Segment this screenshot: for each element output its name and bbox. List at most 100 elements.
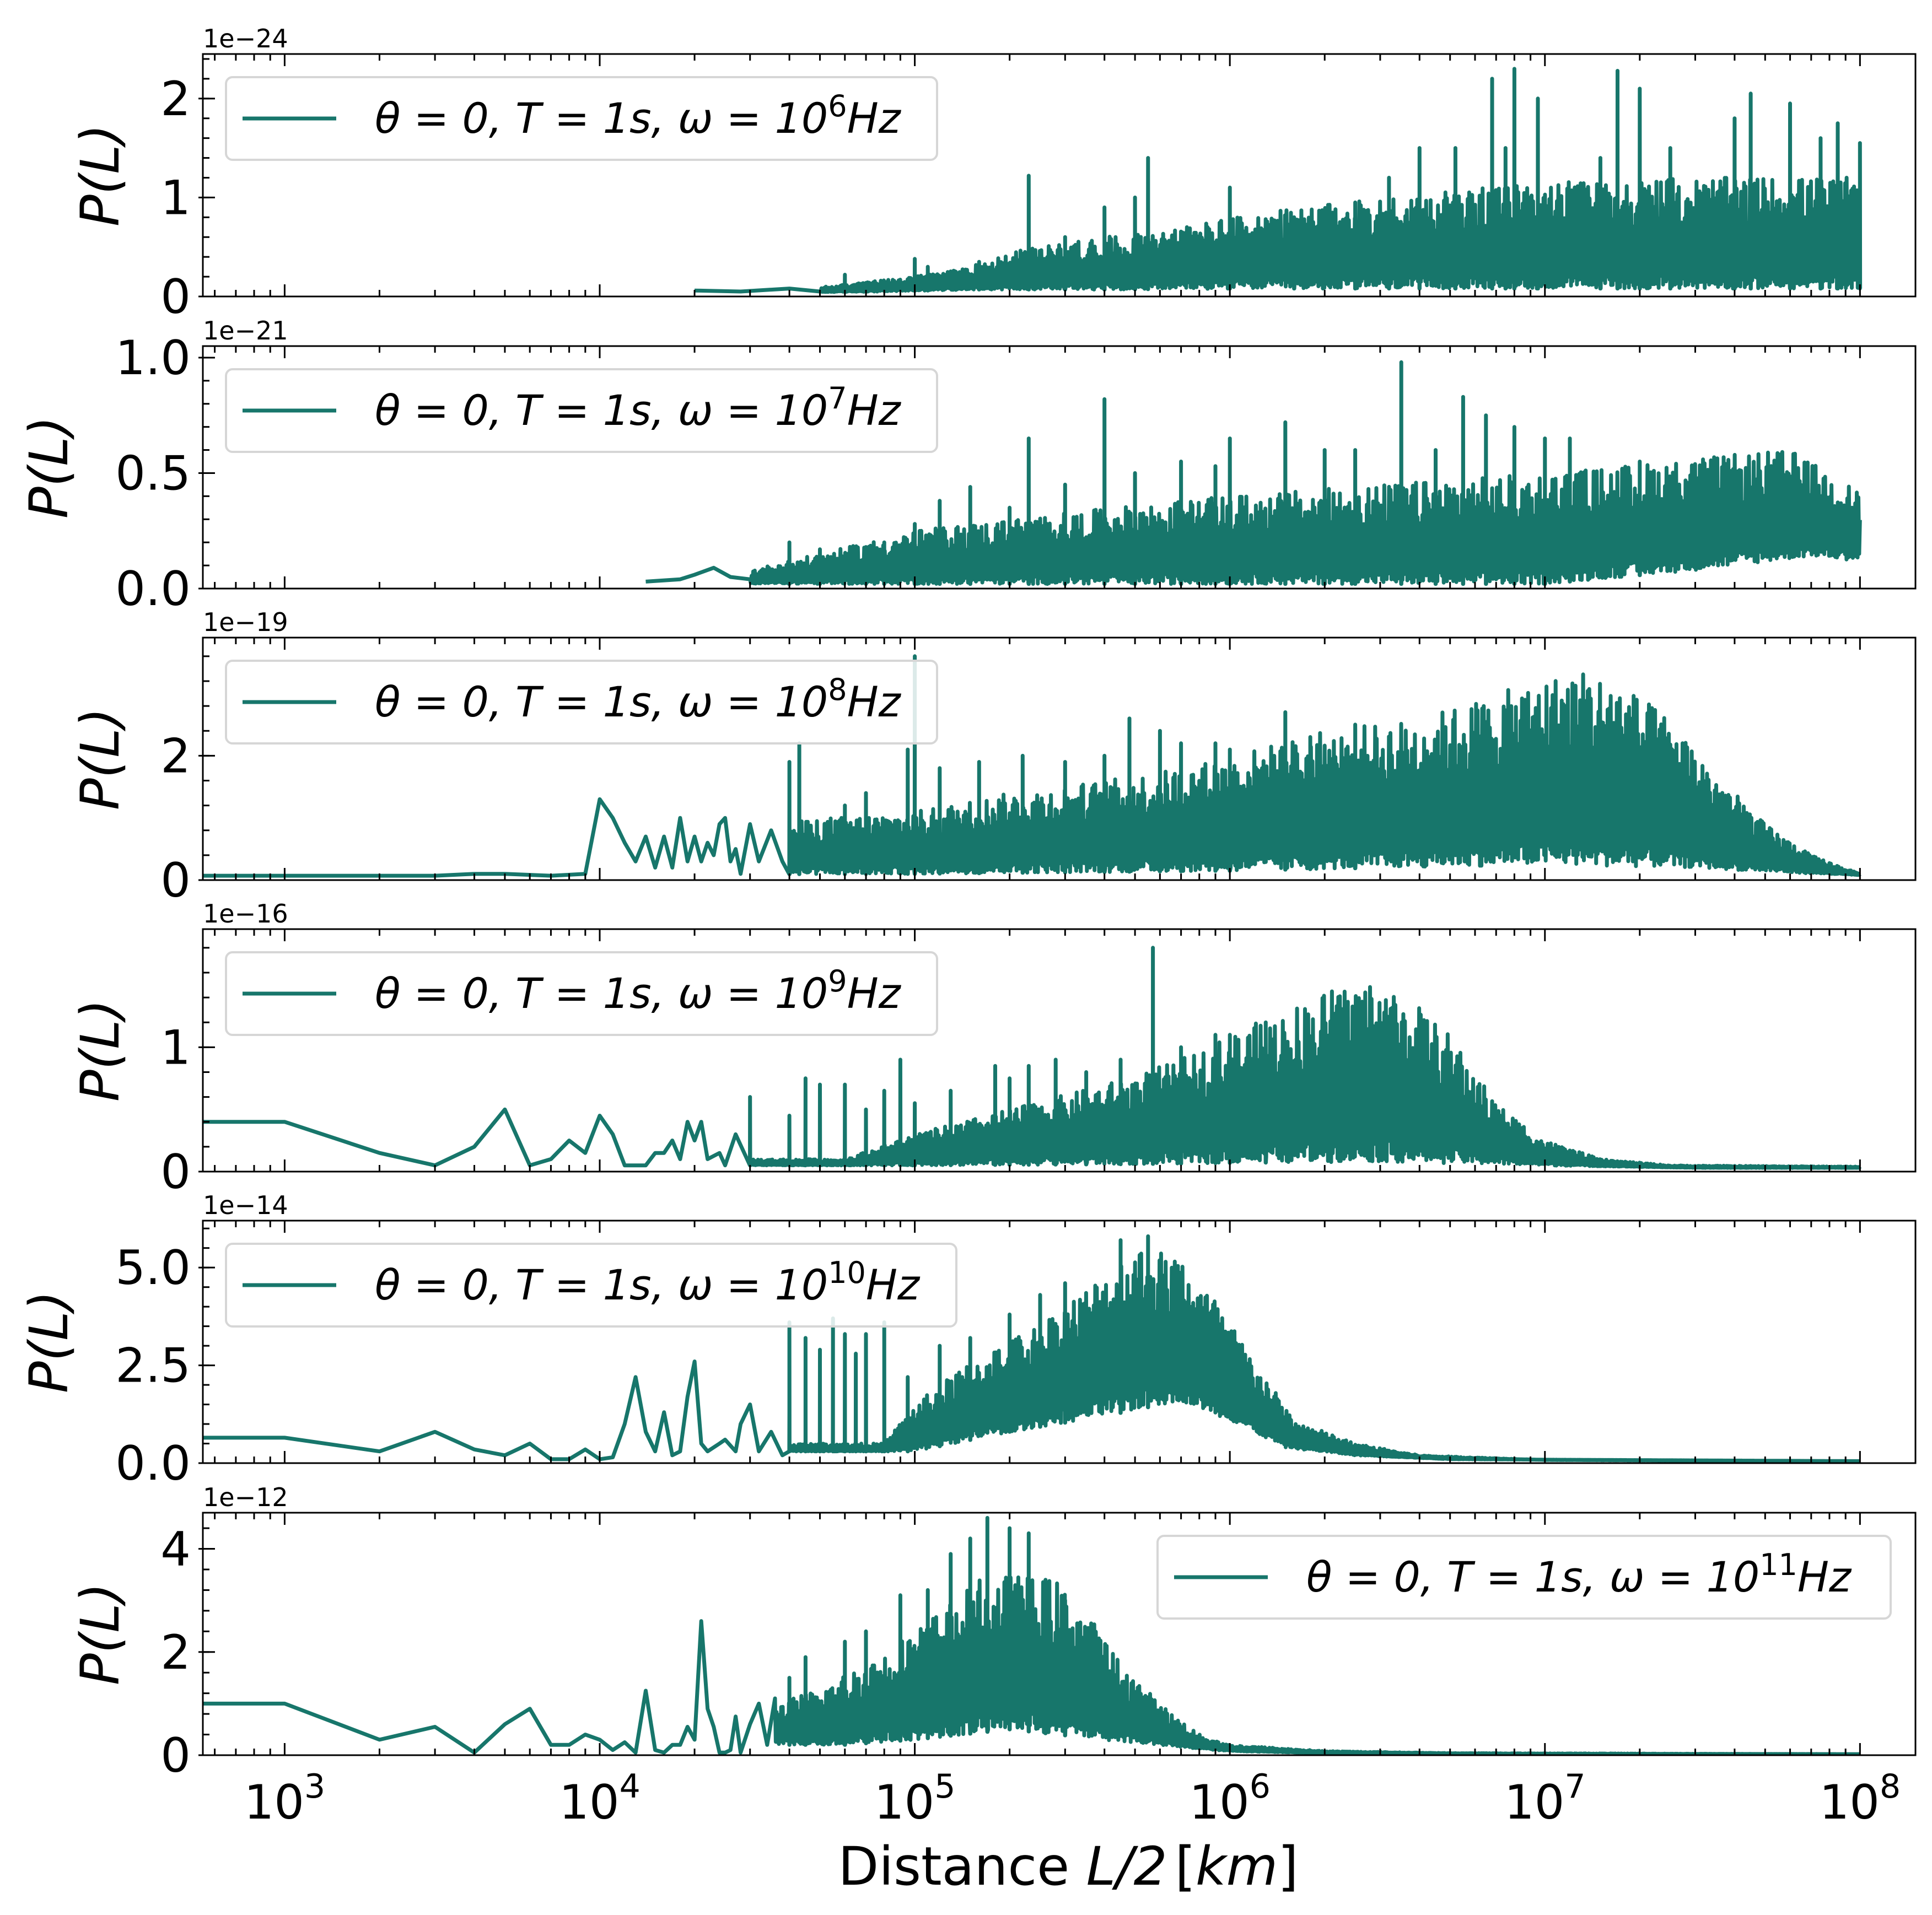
x-tick-exponent: 3 (304, 1767, 325, 1806)
panel-frame (202, 636, 1917, 881)
x-axis-label: Distance L/2 [km] (838, 1836, 1298, 1897)
legend-label: θ = 0, T = 1s, ω = 108Hz (375, 672, 902, 726)
panel-4: 0 1 1e−16 P(L) θ = 0, T = 1s, ω = 109Hz (69, 899, 1917, 1200)
legend-label-exponent: 9 (828, 964, 847, 999)
legend-label-prefix: θ = 0, T = 1s, ω = 10 (375, 969, 828, 1018)
series-line (695, 67, 1863, 294)
x-axis-label-unit-open: [ (1175, 1836, 1196, 1897)
x-tick-label: 107 (1504, 1767, 1586, 1830)
y-tick-label: 0 (160, 1145, 191, 1200)
offset-label: 1e−24 (203, 24, 288, 53)
x-tick-exponent: 8 (1880, 1767, 1901, 1806)
y-tick-label: 0 (160, 853, 191, 908)
legend-label-exponent: 6 (828, 89, 847, 123)
legend-label: θ = 0, T = 1s, ω = 1010Hz (375, 1255, 921, 1309)
panel-frame (202, 1512, 1917, 1756)
legend-label-prefix: θ = 0, T = 1s, ω = 10 (375, 1260, 828, 1309)
offset-label: 1e−21 (203, 316, 288, 346)
offset-label: 1e−19 (203, 607, 288, 637)
legend: θ = 0, T = 1s, ω = 1010Hz (225, 1243, 957, 1328)
legend-label-prefix: θ = 0, T = 1s, ω = 10 (375, 94, 828, 143)
x-tick-label: 105 (874, 1767, 956, 1830)
y-tick-label: 0 (160, 1728, 191, 1783)
y-axis-label: P(L) (69, 999, 131, 1102)
y-tick-label: 2 (160, 1625, 191, 1680)
legend-frame (225, 951, 938, 1036)
legend-label-suffix: Hz (866, 1260, 921, 1309)
x-tick-base: 10 (874, 1775, 934, 1830)
legend-label: θ = 0, T = 1s, ω = 109Hz (375, 964, 902, 1018)
y-axis-label: P(L) (18, 416, 80, 519)
x-tick-label: 106 (1189, 1767, 1271, 1830)
series-line (203, 1234, 1861, 1463)
y-tick-label: 0 (160, 269, 191, 325)
x-axis-label-unit-close: ] (1278, 1836, 1298, 1897)
legend-label-suffix: Hz (847, 386, 902, 435)
legend-label-suffix: Hz (847, 94, 902, 143)
y-tick-label: 2 (160, 729, 191, 784)
offset-label: 1e−14 (203, 1190, 288, 1220)
x-tick-label: 103 (244, 1767, 326, 1830)
legend-frame (225, 76, 938, 161)
legend-label-suffix: Hz (1798, 1552, 1852, 1601)
legend-label: θ = 0, T = 1s, ω = 107Hz (375, 381, 902, 435)
legend-label: θ = 0, T = 1s, ω = 1011Hz (1306, 1547, 1852, 1601)
legend: θ = 0, T = 1s, ω = 109Hz (225, 951, 938, 1036)
legend-label-exponent: 11 (1759, 1547, 1798, 1582)
legend-label-exponent: 7 (828, 381, 847, 416)
legend: θ = 0, T = 1s, ω = 108Hz (225, 660, 938, 745)
series-line (203, 654, 1861, 878)
panel-frame (202, 345, 1917, 590)
x-tick-base: 10 (1820, 1775, 1880, 1830)
legend-label-suffix: Hz (847, 677, 902, 726)
y-tick-label: 1 (160, 170, 191, 225)
x-tick-base: 10 (1504, 1775, 1564, 1830)
y-tick-label: 4 (160, 1522, 191, 1577)
legend-label-suffix: Hz (847, 969, 902, 1018)
legend: θ = 0, T = 1s, ω = 106Hz (225, 76, 938, 161)
panel-2: 0.0 0.5 1.0 1e−21 P(L) θ = 0, T = 1s, ω = 107… (18, 316, 1917, 617)
offset-label: 1e−16 (203, 899, 288, 929)
panel-1: 0 1 2 1e−24 P(L) θ = 0, T = 1s, ω = 106Hz (69, 24, 1917, 325)
legend-frame (225, 1243, 957, 1328)
y-axis-label: P(L) (69, 124, 131, 226)
y-axis-label: P(L) (69, 1583, 131, 1685)
x-tick-exponent: 4 (620, 1767, 641, 1806)
offset-label: 1e−12 (203, 1482, 288, 1512)
panel-frame (202, 1220, 1917, 1464)
y-tick-label: 2.5 (115, 1339, 191, 1394)
y-tick-label: 0.0 (115, 1436, 191, 1491)
legend-frame (1156, 1535, 1892, 1620)
y-tick-label: 2 (160, 72, 191, 127)
legend-label-exponent: 10 (828, 1255, 866, 1290)
panel-frame (202, 53, 1917, 298)
x-tick-exponent: 7 (1564, 1767, 1585, 1806)
panel-3: 0 2 1e−19 P(L) θ = 0, T = 1s, ω = 108Hz (69, 607, 1917, 908)
legend-label-prefix: θ = 0, T = 1s, ω = 10 (375, 386, 828, 435)
legend-label-exponent: 8 (828, 672, 847, 707)
legend-frame (225, 660, 938, 745)
legend: θ = 0, T = 1s, ω = 107Hz (225, 368, 938, 453)
panel-5: 0.0 2.5 5.0 1e−14 P(L) θ = 0, T = 1s, ω = 101… (18, 1190, 1917, 1491)
y-tick-label: 0.5 (115, 446, 191, 501)
x-tick-base: 10 (559, 1775, 619, 1830)
x-tick-label: 108 (1820, 1767, 1901, 1830)
legend-frame (225, 368, 938, 453)
series-line (203, 1515, 1861, 1755)
x-axis-label-unit: km (1196, 1836, 1278, 1897)
panel-6: 0 2 4 1e−12 P(L) θ = 0, T = 1s, ω = 1011Hz (69, 1482, 1917, 1783)
legend-label-prefix: θ = 0, T = 1s, ω = 10 (375, 677, 828, 726)
x-tick-base: 10 (1189, 1775, 1249, 1830)
x-tick-base: 10 (244, 1775, 304, 1830)
legend-label: θ = 0, T = 1s, ω = 106Hz (375, 89, 902, 143)
x-axis-label-variable: L/2 (1086, 1836, 1167, 1897)
y-axis-label: P(L) (69, 708, 131, 810)
x-axis: 103 104 105 106 107 108 (244, 1767, 1901, 1830)
legend-label-prefix: θ = 0, T = 1s, ω = 10 (1306, 1552, 1759, 1601)
y-axis-label: P(L) (18, 1291, 80, 1393)
y-tick-label: 5.0 (115, 1240, 191, 1296)
y-tick-label: 1 (160, 1020, 191, 1075)
x-tick-exponent: 5 (934, 1767, 955, 1806)
